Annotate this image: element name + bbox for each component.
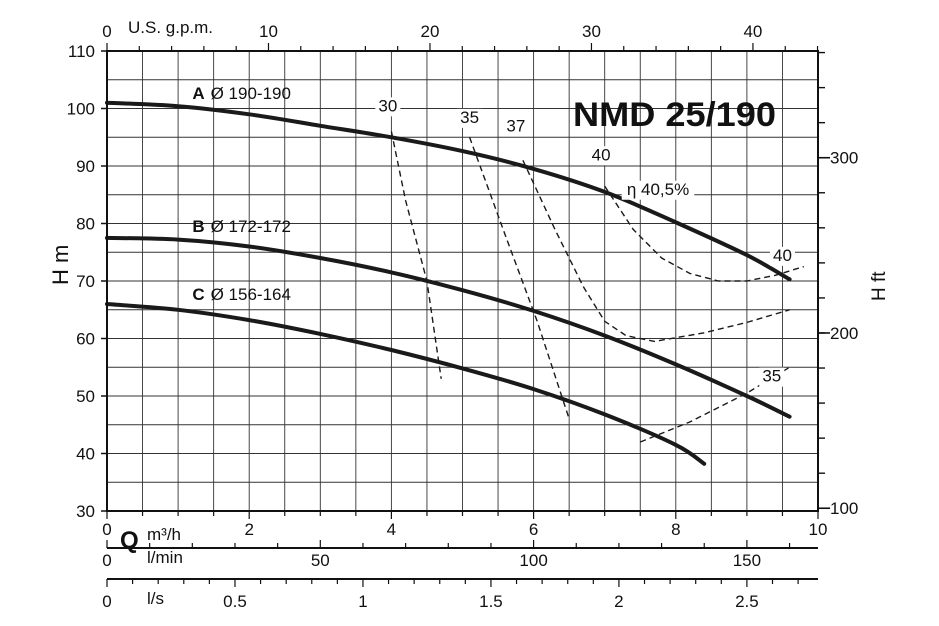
- pump-curve-C: [105, 302, 707, 466]
- lmin-tick-label: 50: [311, 551, 330, 570]
- gpm-tick-label: 20: [421, 22, 440, 41]
- y-tick-label: 50: [76, 387, 95, 406]
- series-label-C: C Ø 156-164: [192, 285, 291, 304]
- efficiency-line-30: [390, 131, 442, 379]
- annotation-mask: [621, 180, 695, 200]
- gpm-axis-label: U.S. g.p.m.: [128, 18, 213, 37]
- series-name: Ø 156-164: [211, 285, 291, 304]
- y-axis-label: H m: [48, 245, 73, 285]
- gpm-tick-label: 10: [259, 22, 278, 41]
- y-tick-label: 90: [76, 157, 95, 176]
- x-axis-q-label: Q: [120, 527, 139, 554]
- ls-tick-label: 2.5: [735, 592, 759, 611]
- annotation-mask: [503, 117, 529, 137]
- ls-tick-label: 1.5: [479, 592, 503, 611]
- gpm-tick-label: 40: [743, 22, 762, 41]
- efficiency-line-37: [522, 160, 790, 343]
- x-tick-label: 0: [102, 520, 111, 539]
- series-label-A: A Ø 190-190: [192, 84, 291, 103]
- ft-tick-label: 200: [830, 324, 858, 343]
- series-letter: B: [192, 217, 204, 236]
- gpm-tick-label: 0: [102, 22, 111, 41]
- pump-curve-A: [105, 100, 792, 282]
- x-tick-label: 6: [529, 520, 538, 539]
- y-tick-label: 40: [76, 445, 95, 464]
- ls-tick-label: 0: [102, 592, 111, 611]
- y-tick-label: 110: [68, 42, 95, 61]
- lmin-tick-label: 0: [102, 551, 111, 570]
- efficiency-line-35: [468, 137, 570, 420]
- tick-marks: [101, 43, 830, 587]
- y-right-axis-label: H ft: [869, 271, 890, 301]
- x-unit-label: m³/h: [147, 525, 181, 544]
- annotation-mask: [588, 146, 614, 166]
- lmin-axis-label: l/min: [147, 548, 183, 567]
- lmin-tick-label: 150: [733, 551, 761, 570]
- gpm-tick-label: 30: [582, 22, 601, 41]
- ls-tick-label: 0.5: [223, 592, 247, 611]
- y-tick-label: 70: [76, 272, 95, 291]
- efficiency-annotation: 40: [773, 246, 792, 265]
- chart-title: NMD 25/190: [573, 96, 776, 134]
- ft-tick-label: 300: [830, 149, 858, 168]
- ls-axis-label: l/s: [147, 589, 164, 608]
- y-tick-label: 60: [76, 330, 95, 349]
- x-tick-label: 8: [671, 520, 680, 539]
- series-letter: C: [192, 285, 204, 304]
- annotation-mask: [759, 367, 785, 387]
- series-label-B: B Ø 172-172: [192, 217, 291, 236]
- y-tick-label: 30: [76, 502, 95, 521]
- y-tick-label: 80: [76, 215, 95, 234]
- efficiency-annotation: 30: [378, 96, 397, 115]
- series-name: Ø 190-190: [211, 84, 291, 103]
- efficiency-annotation: 35: [762, 367, 781, 386]
- x-tick-label: 4: [387, 520, 396, 539]
- pump-curve-B: [105, 235, 792, 419]
- y-tick-label: 100: [67, 100, 95, 119]
- ft-tick-label: 100: [830, 499, 858, 518]
- efficiency-annotation: 37: [506, 117, 525, 136]
- series-letter: A: [192, 84, 204, 103]
- pump-curves: [105, 100, 792, 466]
- x-tick-label: 10: [809, 520, 828, 539]
- ls-tick-label: 2: [614, 592, 623, 611]
- efficiency-annotation: 40: [592, 145, 611, 164]
- annotation-mask: [769, 246, 795, 266]
- efficiency-annotation: η 40,5%: [627, 180, 689, 199]
- lmin-tick-label: 100: [519, 551, 547, 570]
- annotation-mask: [375, 97, 401, 117]
- annotation-mask: [457, 108, 483, 128]
- efficiency-annotation: 35: [460, 108, 479, 127]
- x-tick-label: 2: [244, 520, 253, 539]
- ls-tick-label: 1: [358, 592, 367, 611]
- series-name: Ø 172-172: [211, 217, 291, 236]
